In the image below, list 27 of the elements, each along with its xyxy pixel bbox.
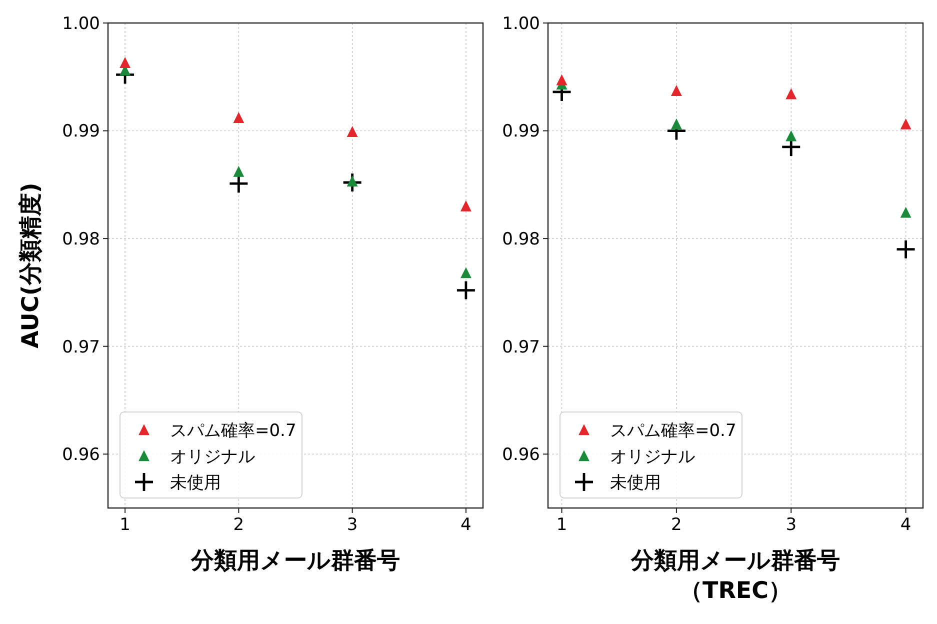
- x-tick-label: 3: [786, 515, 797, 535]
- legend-label: スパム確率=0.7: [610, 420, 736, 441]
- x-axis-title: 分類用メール群番号（TREC）: [630, 548, 840, 604]
- y-tick-label: 1.00: [62, 14, 100, 34]
- x-tick-label: 4: [900, 515, 912, 535]
- x-tick-label: 1: [556, 515, 568, 535]
- legend-label: オリジナル: [610, 446, 695, 467]
- y-tick-label: 0.97: [502, 337, 540, 358]
- y-tick-label: 0.99: [502, 122, 540, 142]
- x-tick-label: 1: [120, 515, 130, 535]
- legend-label: 未使用: [170, 472, 221, 493]
- legend-label: オリジナル: [170, 446, 255, 467]
- legend-label: スパム確率=0.7: [170, 420, 296, 441]
- y-tick-label: 1.00: [502, 14, 540, 34]
- x-tick-label: 2: [671, 515, 682, 535]
- y-tick-label: 0.96: [502, 445, 540, 466]
- y-tick-label: 0.96: [62, 445, 100, 466]
- legend-label: 未使用: [610, 472, 661, 493]
- x-tick-label: 3: [346, 515, 358, 535]
- x-tick-label: 2: [233, 515, 244, 535]
- x-tick-label: 4: [460, 515, 472, 535]
- y-axis-title: AUC(分類精度): [17, 182, 44, 348]
- y-tick-label: 0.99: [62, 122, 100, 142]
- y-tick-label: 0.97: [62, 337, 100, 358]
- y-tick-label: 0.98: [502, 230, 540, 250]
- y-tick-label: 0.98: [62, 230, 100, 250]
- x-axis-title: 分類用メール群番号: [190, 548, 400, 574]
